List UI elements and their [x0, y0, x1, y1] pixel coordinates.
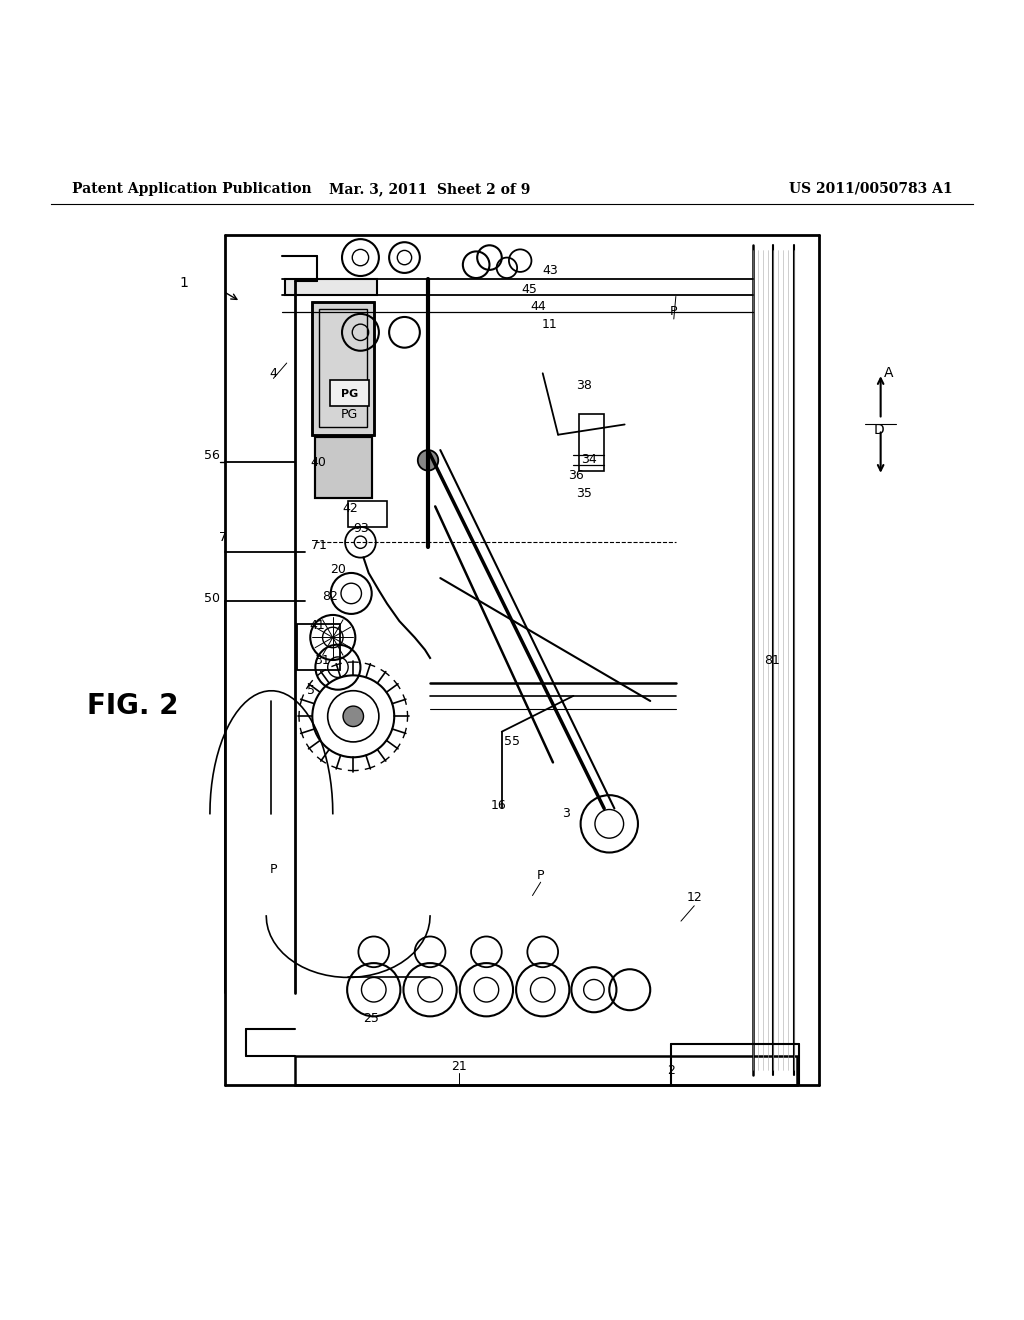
- Text: 21: 21: [451, 1060, 467, 1073]
- Text: 34: 34: [581, 453, 597, 466]
- Bar: [319, 309, 367, 426]
- Text: FIG. 2: FIG. 2: [87, 692, 179, 721]
- Bar: [312, 301, 374, 434]
- Text: 7: 7: [219, 531, 227, 544]
- Text: 56: 56: [204, 449, 220, 462]
- Text: 35: 35: [575, 487, 592, 499]
- Text: P: P: [670, 305, 678, 318]
- Text: 41: 41: [309, 619, 326, 632]
- Bar: [579, 414, 604, 470]
- Text: 36: 36: [567, 469, 584, 482]
- Bar: [285, 279, 377, 296]
- Text: 25: 25: [362, 1012, 379, 1024]
- Text: 11: 11: [542, 318, 558, 330]
- Text: 50: 50: [204, 593, 220, 605]
- Text: 12: 12: [686, 891, 702, 904]
- Circle shape: [418, 450, 438, 470]
- Text: PG: PG: [341, 389, 357, 399]
- Text: Patent Application Publication: Patent Application Publication: [72, 182, 311, 195]
- Text: 1: 1: [180, 276, 188, 290]
- Circle shape: [343, 706, 364, 726]
- Text: 45: 45: [521, 282, 538, 296]
- Text: P: P: [269, 863, 278, 876]
- Text: 55: 55: [504, 735, 520, 748]
- Text: US 2011/0050783 A1: US 2011/0050783 A1: [788, 182, 952, 195]
- Bar: [315, 437, 372, 498]
- Text: 93: 93: [353, 523, 370, 536]
- Bar: [312, 301, 374, 434]
- Text: 16: 16: [490, 799, 507, 812]
- Bar: [315, 437, 372, 498]
- Text: 71: 71: [310, 539, 327, 552]
- Text: 5: 5: [307, 684, 315, 697]
- Text: 82: 82: [322, 590, 338, 603]
- Bar: [348, 502, 387, 527]
- Text: 44: 44: [530, 300, 547, 313]
- Bar: [297, 624, 340, 671]
- Text: 40: 40: [310, 455, 327, 469]
- Text: 2: 2: [667, 1064, 675, 1077]
- Text: 43: 43: [542, 264, 558, 277]
- Text: P: P: [537, 869, 545, 882]
- Text: 4: 4: [269, 367, 278, 380]
- Text: D: D: [873, 422, 884, 437]
- Text: 38: 38: [575, 379, 592, 392]
- Text: 20: 20: [330, 564, 346, 577]
- Text: 31: 31: [313, 653, 330, 667]
- Text: 81: 81: [764, 653, 780, 667]
- Text: Mar. 3, 2011  Sheet 2 of 9: Mar. 3, 2011 Sheet 2 of 9: [330, 182, 530, 195]
- Text: 42: 42: [342, 502, 358, 515]
- Text: 3: 3: [562, 807, 570, 820]
- Bar: [295, 1056, 797, 1085]
- Text: PG: PG: [341, 408, 357, 421]
- Text: A: A: [884, 366, 894, 380]
- Bar: [330, 380, 369, 407]
